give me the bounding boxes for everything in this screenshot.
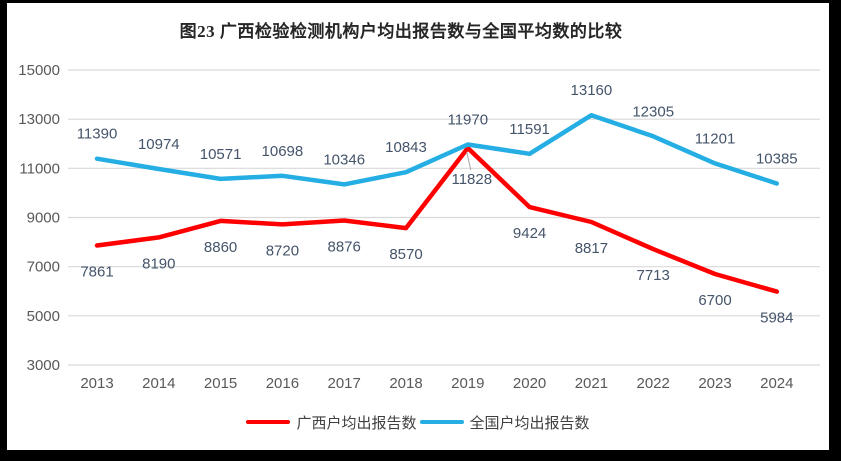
data-label: 8876 [328,239,361,256]
data-label: 13160 [571,82,613,99]
data-label: 10385 [756,150,798,167]
data-label: 10843 [385,139,427,156]
x-axis-tick-label: 2019 [451,375,484,392]
data-label: 8570 [389,246,422,263]
legend-swatch-guangxi [246,419,291,425]
x-axis-tick-label: 2020 [513,375,546,392]
y-axis-tick-label: 15000 [18,62,60,79]
x-axis-tick-label: 2022 [637,375,670,392]
legend-item-guangxi: 广西户均出报告数 [246,412,417,433]
chart-title: 图23 广西检验检测机构户均出报告数与全国平均数的比较 [179,22,623,41]
data-label: 7713 [637,267,670,284]
x-axis-tick-label: 2015 [204,375,237,392]
data-label: 11970 [447,111,488,128]
y-axis-tick-label: 5000 [27,308,60,325]
leader-line [466,151,472,171]
x-axis-tick-label: 2017 [328,375,361,392]
series-line-1 [94,112,780,187]
legend-label-national: 全国户均出报告数 [469,414,590,432]
y-axis-tick-label: 11000 [19,160,60,177]
legend-item-national: 全国户均出报告数 [419,412,590,433]
y-axis-tick-label: 9000 [27,210,60,227]
data-label: 12305 [632,103,674,120]
x-axis-tick-label: 2016 [266,375,299,392]
series-line-0 [94,145,780,294]
data-label: 8860 [204,239,237,256]
x-axis-tick-label: 2024 [760,375,793,392]
legend-label-guangxi: 广西户均出报告数 [296,414,417,432]
data-label: 8190 [142,255,175,272]
data-label: 10974 [138,136,180,153]
chart-legend: 广西户均出报告数 全国户均出报告数 [7,411,829,433]
data-label: 11591 [509,121,550,138]
x-axis-tick-label: 2014 [142,375,175,392]
data-label: 8817 [575,240,608,257]
data-label: 10346 [323,151,365,168]
data-label: 11828 [451,171,492,188]
data-label: 7861 [80,264,113,281]
y-axis-tick-label: 7000 [27,259,60,276]
data-label: 6700 [698,292,731,309]
data-label: 10571 [200,146,242,163]
x-axis-tick-label: 2021 [575,375,608,392]
legend-swatch-national [419,419,464,425]
y-axis-tick-label: 13000 [18,111,60,128]
data-label: 5984 [760,310,793,327]
data-label: 11390 [77,126,118,143]
data-label: 10698 [262,143,304,160]
x-axis-tick-label: 2023 [698,375,731,392]
x-axis-tick-label: 2018 [389,375,422,392]
chart-surface [7,3,829,450]
x-axis-tick-label: 2013 [80,375,113,392]
y-axis-tick-label: 3000 [27,357,60,374]
data-label: 11201 [695,130,736,147]
data-label: 8720 [266,242,299,259]
data-label: 9424 [513,225,546,242]
